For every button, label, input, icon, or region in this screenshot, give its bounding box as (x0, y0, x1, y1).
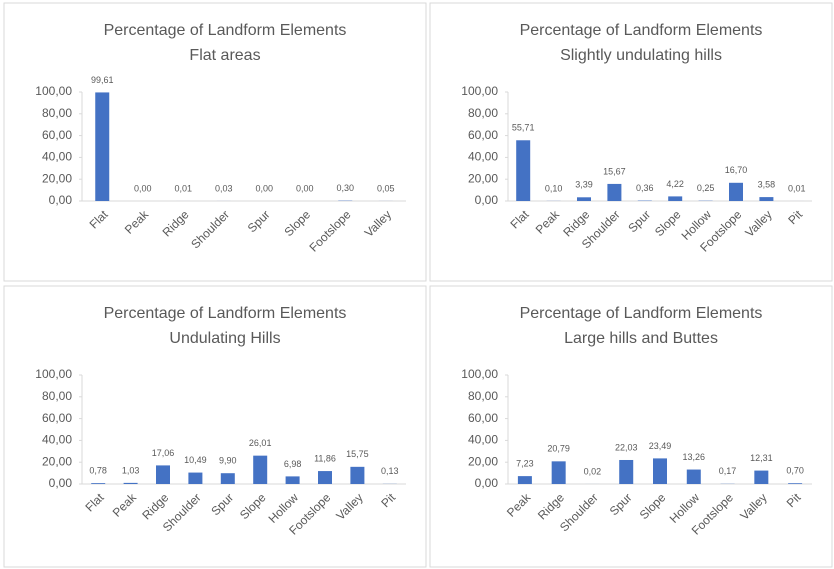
panel (429, 2, 833, 282)
chart-subtitle: Slightly undulating hills (560, 47, 722, 64)
value-label: 0,05 (377, 183, 395, 193)
bar (350, 466, 365, 484)
value-label: 0,10 (545, 183, 563, 193)
value-label: 3,58 (758, 179, 776, 189)
value-label: 0,36 (636, 183, 654, 193)
bar (759, 197, 774, 201)
value-label: 0,17 (719, 466, 737, 476)
value-label: 11,86 (314, 453, 336, 463)
value-label: 0,01 (788, 183, 806, 193)
value-label: 9,90 (219, 456, 237, 466)
y-tick-label: 40,00 (42, 150, 72, 164)
value-label: 0,30 (336, 183, 354, 193)
value-label: 1,03 (122, 465, 140, 475)
y-tick-label: 20,00 (468, 171, 498, 185)
value-label: 0,00 (134, 183, 152, 193)
value-label: 23,49 (649, 441, 672, 451)
chart-title: Percentage of Landform Elements (520, 305, 763, 322)
y-tick-label: 20,00 (42, 171, 72, 185)
bar (253, 455, 268, 484)
value-label: 0,70 (786, 466, 804, 476)
value-label: 20,79 (547, 444, 570, 454)
panel (3, 285, 427, 568)
y-tick-label: 80,00 (468, 389, 498, 403)
bar (318, 471, 332, 484)
chart-subtitle: Undulating Hills (169, 330, 280, 347)
value-label: 0,25 (697, 183, 715, 193)
bar (95, 92, 110, 201)
value-label: 12,31 (750, 453, 773, 463)
value-label: 26,01 (249, 438, 272, 448)
value-label: 55,71 (512, 123, 535, 133)
y-tick-label: 40,00 (42, 433, 72, 447)
panel (3, 2, 427, 282)
bar (686, 469, 701, 484)
value-label: 17,06 (152, 448, 175, 458)
y-tick-label: 100,00 (461, 367, 498, 381)
bar (156, 465, 170, 484)
value-label: 3,39 (575, 180, 593, 190)
y-tick-label: 20,00 (42, 454, 72, 468)
y-tick-label: 100,00 (461, 84, 498, 98)
bar (551, 461, 566, 484)
bar (788, 483, 803, 484)
bar (668, 196, 683, 201)
chart-subtitle: Large hills and Buttes (564, 330, 718, 347)
chart-title: Percentage of Landform Elements (104, 22, 347, 39)
value-label: 0,13 (381, 466, 399, 476)
y-tick-label: 60,00 (468, 128, 498, 142)
panel (429, 285, 833, 568)
value-label: 15,67 (603, 166, 626, 176)
y-tick-label: 100,00 (35, 84, 72, 98)
chart-subtitle: Flat areas (189, 47, 260, 64)
y-tick-label: 0,00 (475, 193, 499, 207)
y-tick-label: 40,00 (468, 150, 498, 164)
value-label: 16,70 (725, 165, 748, 175)
value-label: 7,23 (516, 458, 534, 468)
bar (607, 183, 622, 201)
bar (729, 182, 743, 201)
value-label: 0,02 (584, 466, 602, 476)
value-label: 0,01 (174, 183, 192, 193)
value-label: 4,22 (666, 179, 684, 189)
value-label: 6,98 (284, 459, 302, 469)
y-tick-label: 0,00 (49, 476, 73, 490)
value-label: 0,78 (89, 466, 107, 476)
y-tick-label: 80,00 (468, 106, 498, 120)
bar (188, 472, 203, 484)
value-label: 99,61 (91, 75, 114, 85)
y-tick-label: 80,00 (42, 106, 72, 120)
bar (220, 473, 235, 484)
y-tick-label: 40,00 (468, 433, 498, 447)
chart-title: Percentage of Landform Elements (104, 305, 347, 322)
chart-title: Percentage of Landform Elements (520, 22, 763, 39)
value-label: 0,03 (215, 183, 233, 193)
bar (517, 476, 532, 484)
bar (91, 483, 106, 484)
bar (285, 476, 300, 484)
y-tick-label: 60,00 (42, 411, 72, 425)
value-label: 15,75 (346, 449, 369, 459)
bar (653, 458, 667, 484)
y-tick-label: 100,00 (35, 367, 72, 381)
y-tick-label: 60,00 (42, 128, 72, 142)
y-tick-label: 60,00 (468, 411, 498, 425)
bar (619, 459, 634, 484)
value-label: 22,03 (615, 442, 638, 452)
bar (516, 140, 531, 201)
bar (123, 482, 138, 484)
y-tick-label: 20,00 (468, 454, 498, 468)
value-label: 10,49 (184, 455, 207, 465)
y-tick-label: 80,00 (42, 389, 72, 403)
value-label: 0,00 (296, 183, 314, 193)
value-label: 0,00 (255, 183, 273, 193)
y-tick-label: 0,00 (475, 476, 499, 490)
y-tick-label: 0,00 (49, 193, 73, 207)
bar (754, 470, 769, 484)
bar (577, 197, 591, 201)
value-label: 13,26 (683, 452, 706, 462)
